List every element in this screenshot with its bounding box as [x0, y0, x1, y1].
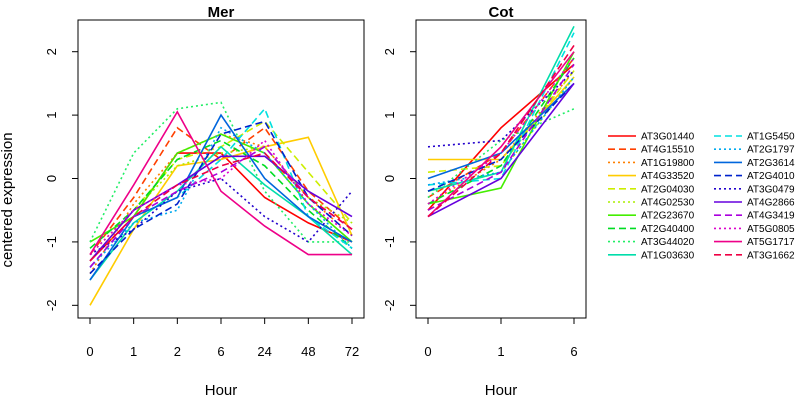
- cot-series-line-AT4G2866: [427, 82, 575, 218]
- mer-series-line-AT2G4010: [89, 120, 353, 275]
- mer-series-line-AT1G5450: [89, 107, 353, 268]
- legend-label: AT5G1717: [747, 237, 795, 248]
- mer-series-line-AT2G1797: [89, 126, 353, 268]
- legend-label: AT4G02530: [641, 198, 695, 209]
- mer-x-tick-label: 1: [130, 344, 137, 359]
- mer-x-tick-label: 72: [345, 344, 359, 359]
- cot-x-axis-label: Hour: [485, 382, 518, 399]
- mer-series-line-AT2G23670: [89, 133, 353, 243]
- mer-x-tick-label: 0: [86, 344, 93, 359]
- legend-label: AT4G15510: [641, 145, 695, 156]
- legend-label: AT3G1662: [747, 250, 795, 261]
- mer-series-line-AT4G15510: [89, 126, 353, 256]
- cot-series-line-AT2G4010: [427, 82, 575, 192]
- legend-label: AT4G2866: [747, 198, 795, 209]
- mer-series-line-AT4G02530: [89, 145, 353, 256]
- cot-title: Cot: [489, 4, 514, 21]
- legend-label: AT2G3614: [747, 158, 795, 169]
- mer-x-tick-label: 2: [174, 344, 181, 359]
- cot-y-tick-label: -2: [382, 300, 397, 312]
- mer-x-tick-label: 24: [257, 344, 271, 359]
- mer-series-line-AT4G2866: [89, 155, 353, 262]
- cot-series-line-AT2G3614: [427, 82, 575, 180]
- mer-series-line-AT5G1717: [89, 110, 352, 256]
- legend-label: AT3G44020: [641, 237, 695, 248]
- cot-y-tick-label: -1: [382, 236, 397, 248]
- legend-label: AT4G33520: [641, 171, 695, 182]
- legend-label: AT3G0479: [747, 184, 795, 195]
- mer-panel: Mer Hour centered expression 0 1 2 6 24 48 72 -…: [0, 4, 365, 399]
- mer-y-tick-label: 1: [44, 111, 59, 118]
- mer-series-line-AT3G44020: [89, 101, 352, 243]
- mer-x-tick-label: 6: [217, 344, 224, 359]
- legend-label: AT2G4010: [747, 171, 795, 182]
- mer-title: Mer: [208, 4, 235, 21]
- legend-label: AT1G5450: [747, 132, 795, 143]
- cot-x-tick-label: 1: [497, 344, 504, 359]
- y-axis-label: centered expression: [0, 132, 16, 267]
- cot-series-line-AT4G3419: [427, 63, 575, 211]
- legend-label: AT2G40400: [641, 224, 695, 235]
- legend-label: AT2G23670: [641, 211, 695, 222]
- cot-series-line-AT2G23670: [427, 51, 575, 205]
- cot-series-line-AT3G0479: [427, 70, 575, 148]
- cot-y-tick-label: 2: [382, 48, 397, 55]
- cot-y-tick-label: 0: [382, 175, 397, 182]
- mer-series-line-AT5G0805: [89, 139, 353, 256]
- mer-y-tick-label: 2: [44, 48, 59, 55]
- legend-label: AT3G01440: [641, 132, 695, 143]
- cot-x-tick-label: 6: [570, 344, 577, 359]
- mer-series-line-AT3G0479: [89, 177, 353, 256]
- mer-series-line-AT1G19800: [89, 133, 353, 275]
- mer-y-tick-label: 0: [44, 175, 59, 182]
- cot-y-tick-label: 1: [382, 111, 397, 118]
- legend-label: AT1G19800: [641, 158, 695, 169]
- legend: AT3G01440 AT4G15510 AT1G19800 AT4G33520 AT2G…: [608, 132, 795, 261]
- legend-label: AT2G04030: [641, 184, 695, 195]
- mer-x-axis-label: Hour: [205, 382, 238, 399]
- legend-label: AT2G1797: [747, 145, 795, 156]
- legend-label: AT1G03630: [641, 250, 695, 261]
- legend-label: AT5G0805: [747, 224, 795, 235]
- mer-plot-frame: [77, 19, 365, 319]
- mer-series-line-AT4G3419: [89, 145, 353, 268]
- cot-x-tick-label: 0: [424, 344, 431, 359]
- cot-series-line-AT5G1717: [427, 51, 575, 218]
- cot-series-line-AT1G5450: [427, 32, 575, 186]
- legend-label: AT4G3419: [747, 211, 795, 222]
- cot-panel: Cot Hour 0 1 6 -2 -1 0 1 2: [382, 4, 587, 399]
- cot-series-line-AT3G44020: [427, 108, 575, 199]
- mer-y-tick-label: -1: [44, 236, 59, 248]
- mer-y-tick-label: -2: [44, 300, 59, 312]
- mer-x-tick-label: 48: [301, 344, 315, 359]
